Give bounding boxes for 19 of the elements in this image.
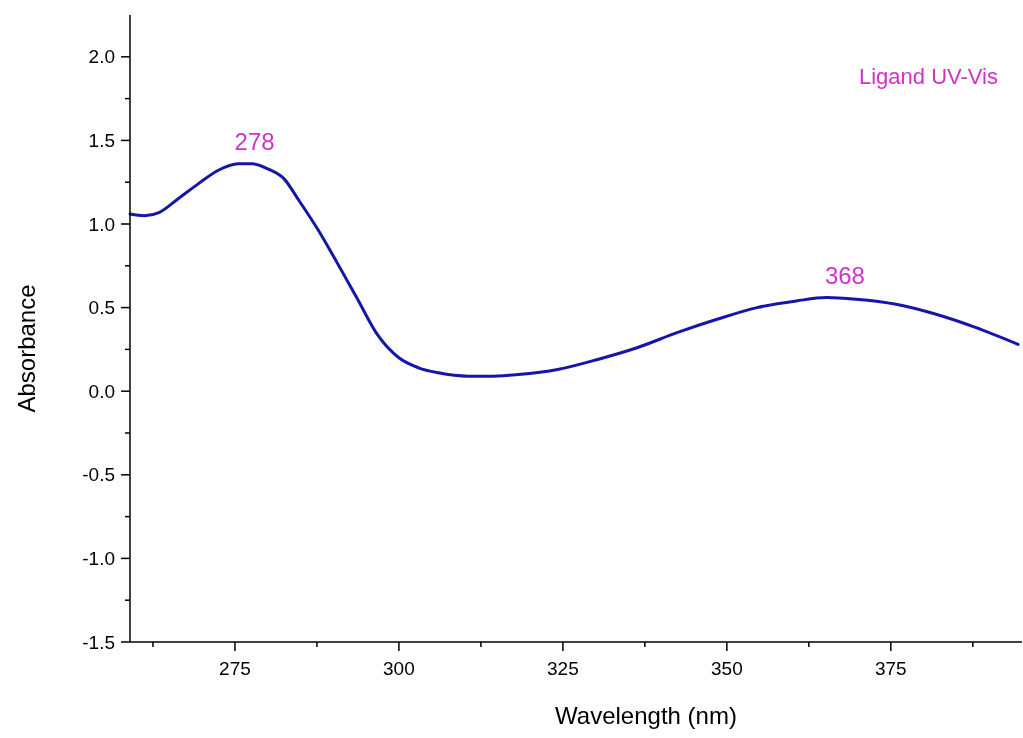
x-axis-title: Wavelength (nm) xyxy=(555,702,737,729)
x-tick-label: 375 xyxy=(874,658,907,679)
x-tick-label: 300 xyxy=(383,658,415,679)
y-tick-label: -1.5 xyxy=(82,631,115,653)
x-tick-label: 350 xyxy=(711,658,743,679)
y-tick-label: 1.0 xyxy=(88,213,115,235)
x-tick-label: 325 xyxy=(547,658,579,679)
line-series xyxy=(128,162,1020,378)
y-tick-label: -0.5 xyxy=(82,464,115,486)
annotation: Ligand UV-Vis xyxy=(858,64,998,89)
annotation: 278 xyxy=(234,127,275,155)
x-tick-label: 275 xyxy=(219,658,251,679)
y-tick-label: 0.5 xyxy=(88,297,115,319)
y-tick-label: 2.0 xyxy=(88,46,115,68)
y-tick-label: -1.0 xyxy=(82,548,115,570)
y-tick-label: 1.5 xyxy=(88,130,115,152)
y-tick-label: 0.0 xyxy=(88,380,115,402)
annotation: 368 xyxy=(824,261,865,289)
y-axis-title: Absorbance xyxy=(13,284,40,413)
